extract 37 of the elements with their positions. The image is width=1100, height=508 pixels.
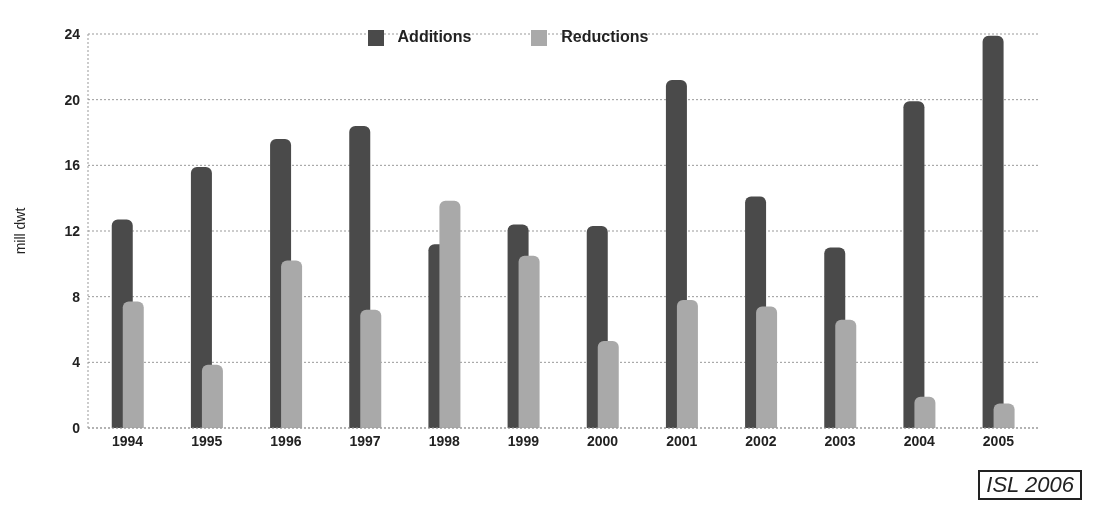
bar — [982, 35, 1004, 428]
legend-label: Additions — [397, 28, 472, 45]
bar — [756, 306, 778, 428]
x-tick-label: 2002 — [745, 432, 777, 449]
y-tick-label: 0 — [72, 419, 81, 436]
bar — [835, 319, 857, 428]
x-tick-label: 1995 — [191, 432, 223, 449]
y-axis-title: mill dwt — [11, 207, 28, 255]
y-tick-label: 16 — [64, 157, 81, 174]
x-tick-label: 2004 — [903, 432, 936, 449]
x-tick-label: 2003 — [824, 432, 856, 449]
bar — [518, 255, 540, 428]
text: ISL 2006 — [978, 470, 1082, 500]
x-tick-label: 2005 — [982, 432, 1015, 449]
bar — [597, 340, 619, 428]
bar — [993, 403, 1015, 428]
bar — [439, 200, 461, 428]
x-tick-label: 1999 — [507, 432, 540, 449]
y-tick-label: 8 — [72, 288, 81, 305]
x-tick-label: 1998 — [428, 432, 461, 449]
bar — [281, 260, 303, 428]
x-tick-label: 1997 — [349, 432, 381, 449]
x-tick-label: 1996 — [270, 432, 302, 449]
bar — [122, 301, 144, 428]
x-tick-label: 2001 — [666, 432, 698, 449]
bar — [201, 364, 223, 428]
bar — [914, 396, 936, 428]
x-tick-label: 1994 — [112, 432, 144, 449]
bar — [360, 309, 382, 428]
x-tick-label: 2000 — [587, 432, 619, 449]
bar — [676, 299, 698, 428]
y-tick-label: 20 — [64, 91, 81, 108]
legend-label: Reductions — [561, 28, 649, 45]
bar — [903, 101, 925, 428]
y-tick-label: 12 — [64, 222, 81, 239]
y-tick-label: 4 — [72, 354, 81, 371]
y-tick-label: 24 — [64, 25, 81, 42]
